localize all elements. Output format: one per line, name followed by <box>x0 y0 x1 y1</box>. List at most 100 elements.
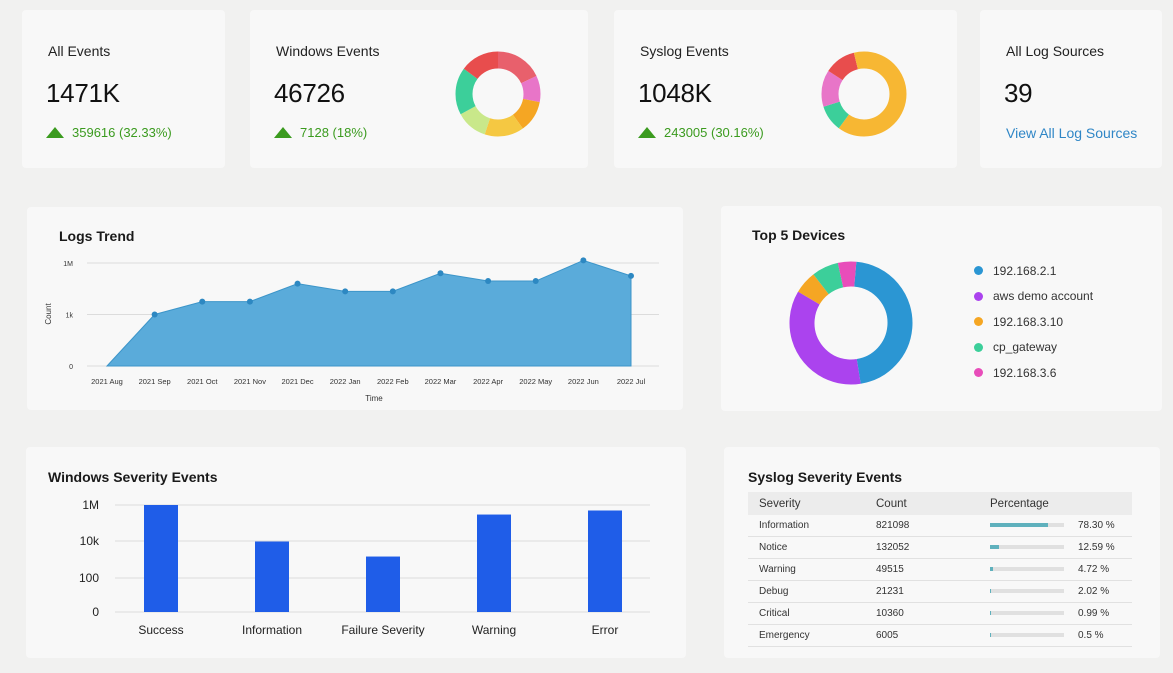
table-row: Information 821098 78.30 % <box>748 515 1132 537</box>
legend-dot-icon <box>974 266 983 276</box>
trend-point <box>485 278 492 285</box>
severity-cell: Information <box>748 515 876 537</box>
column-header-severity: Severity <box>748 492 876 515</box>
y-tick-label: 1k <box>66 313 74 320</box>
logs-trend-card: Logs Trend 1M 1k 0 2021 Aug 2021 Sep 2021 Oct… <box>27 207 683 410</box>
x-tick-label: Warning <box>472 623 516 637</box>
count-cell: 132052 <box>876 536 990 559</box>
legend-label: aws demo account <box>993 289 1094 304</box>
legend-label: cp_gateway <box>993 340 1058 355</box>
kpi-value: 1048K <box>638 78 712 108</box>
syslog-donut-slice <box>821 51 907 137</box>
legend-dot-icon <box>974 368 983 378</box>
kpi-delta: 7128 (18%) <box>274 125 367 140</box>
legend-item[interactable]: cp_gateway <box>974 335 1093 361</box>
trend-point <box>246 298 253 305</box>
severity-cell: Debug <box>748 580 876 603</box>
trend-point <box>532 278 539 285</box>
percentage-bar <box>990 545 1064 550</box>
percentage-value: 0.99 % <box>1078 608 1110 619</box>
percentage-value: 0.5 % <box>1078 630 1104 641</box>
windows-events-donut <box>455 51 541 137</box>
x-tick-label: 2022 Feb <box>377 377 409 386</box>
logs-trend-chart: 1M 1k 0 2021 Aug 2021 Sep 2021 Oct 2021 Nov 202… <box>44 257 659 403</box>
windows-severity-card: Windows Severity Events 1M 10k 100 0 Success… <box>26 447 686 658</box>
y-tick-label: 0 <box>69 364 73 371</box>
kpi-value: 46726 <box>274 78 345 108</box>
kpi-delta: 359616 (32.33%) <box>46 125 172 140</box>
severity-bar <box>144 505 178 612</box>
column-header-count: Count <box>876 492 990 515</box>
table-row: Emergency 6005 0.5 % <box>748 624 1132 647</box>
legend-label: 192.168.3.6 <box>993 365 1057 380</box>
percentage-cell: 0.5 % <box>990 624 1132 647</box>
percentage-bar-fill <box>990 589 992 594</box>
legend-dot-icon <box>974 317 983 327</box>
syslog-severity-card: Syslog Severity Events Severity Count Pe… <box>724 447 1160 658</box>
percentage-cell: 4.72 % <box>990 558 1132 581</box>
panel-title: Top 5 Devices <box>752 227 846 243</box>
percentage-bar <box>990 633 1064 638</box>
y-tick-label: 1M <box>63 261 73 268</box>
view-all-log-sources-link[interactable]: View All Log Sources <box>1006 125 1138 141</box>
severity-bar <box>588 510 622 612</box>
kpi-delta-text: 359616 (32.33%) <box>72 125 172 140</box>
percentage-value: 2.02 % <box>1078 586 1110 597</box>
syslog-events-card: Syslog Events 1048K 243005 (30.16%) <box>614 10 957 168</box>
panel-title: Syslog Severity Events <box>748 469 903 485</box>
trend-point <box>294 280 301 287</box>
log-sources-card: All Log Sources 39 View All Log Sources <box>980 10 1162 168</box>
device-slice <box>789 261 913 385</box>
legend-item[interactable]: 192.168.3.10 <box>974 309 1093 335</box>
legend-dot-icon <box>974 342 983 352</box>
windows-donut-slice <box>455 51 541 137</box>
trend-point <box>389 288 396 295</box>
legend-label: 192.168.3.10 <box>993 314 1064 329</box>
panel-title: Windows Severity Events <box>48 469 218 485</box>
count-cell: 6005 <box>876 624 990 647</box>
x-tick-label: Failure Severity <box>341 623 424 637</box>
x-tick-label: 2021 Dec <box>281 377 313 386</box>
percentage-bar <box>990 611 1064 616</box>
windows-severity-chart: 1M 10k 100 0 Success Information Failure Sever… <box>79 498 650 637</box>
legend-item[interactable]: 192.168.3.6 <box>974 360 1093 386</box>
trend-point <box>628 272 634 279</box>
count-cell: 21231 <box>876 580 990 603</box>
percentage-bar-fill <box>990 633 992 638</box>
trend-point <box>342 288 349 295</box>
x-tick-label: 2022 Jan <box>330 377 361 386</box>
top-devices-donut <box>789 261 913 385</box>
x-tick-label: 2022 May <box>519 377 552 386</box>
severity-cell: Notice <box>748 536 876 559</box>
kpi-delta-text: 7128 (18%) <box>300 125 368 140</box>
column-header-percentage: Percentage <box>990 492 1132 515</box>
severity-cell: Critical <box>748 602 876 625</box>
top-devices-card: Top 5 Devices 192.168.2.1 aws demo accoun… <box>721 206 1162 411</box>
x-tick-label: 2022 Jul <box>617 377 646 386</box>
x-tick-label: Success <box>138 623 183 637</box>
severity-bar <box>255 541 289 612</box>
legend-item[interactable]: 192.168.2.1 <box>974 258 1093 284</box>
x-tick-label: 2022 Apr <box>473 377 504 386</box>
kpi-value: 1471K <box>46 78 120 108</box>
legend-dot-icon <box>974 291 983 301</box>
kpi-delta-text: 243005 (30.16%) <box>664 125 764 140</box>
windows-events-card: Windows Events 46726 7128 (18%) <box>250 10 588 168</box>
trend-point <box>580 257 587 264</box>
kpi-title: Syslog Events <box>640 43 729 59</box>
percentage-bar-fill <box>990 611 992 616</box>
table-row: Warning 49515 4.72 % <box>748 558 1132 581</box>
legend-item[interactable]: aws demo account <box>974 284 1093 310</box>
trend-area <box>105 259 632 367</box>
trend-up-icon <box>46 127 64 138</box>
x-axis-label: Time <box>365 394 383 403</box>
kpi-title: Windows Events <box>276 43 380 59</box>
kpi-delta: 243005 (30.16%) <box>638 125 764 140</box>
table-header-row: Severity Count Percentage <box>748 492 1132 515</box>
syslog-severity-table: Severity Count Percentage Information 821… <box>748 492 1132 647</box>
kpi-title: All Log Sources <box>1006 43 1105 59</box>
percentage-bar-fill <box>990 567 994 572</box>
panel-title: Logs Trend <box>59 228 135 244</box>
count-cell: 10360 <box>876 602 990 625</box>
table-row: Debug 21231 2.02 % <box>748 580 1132 603</box>
